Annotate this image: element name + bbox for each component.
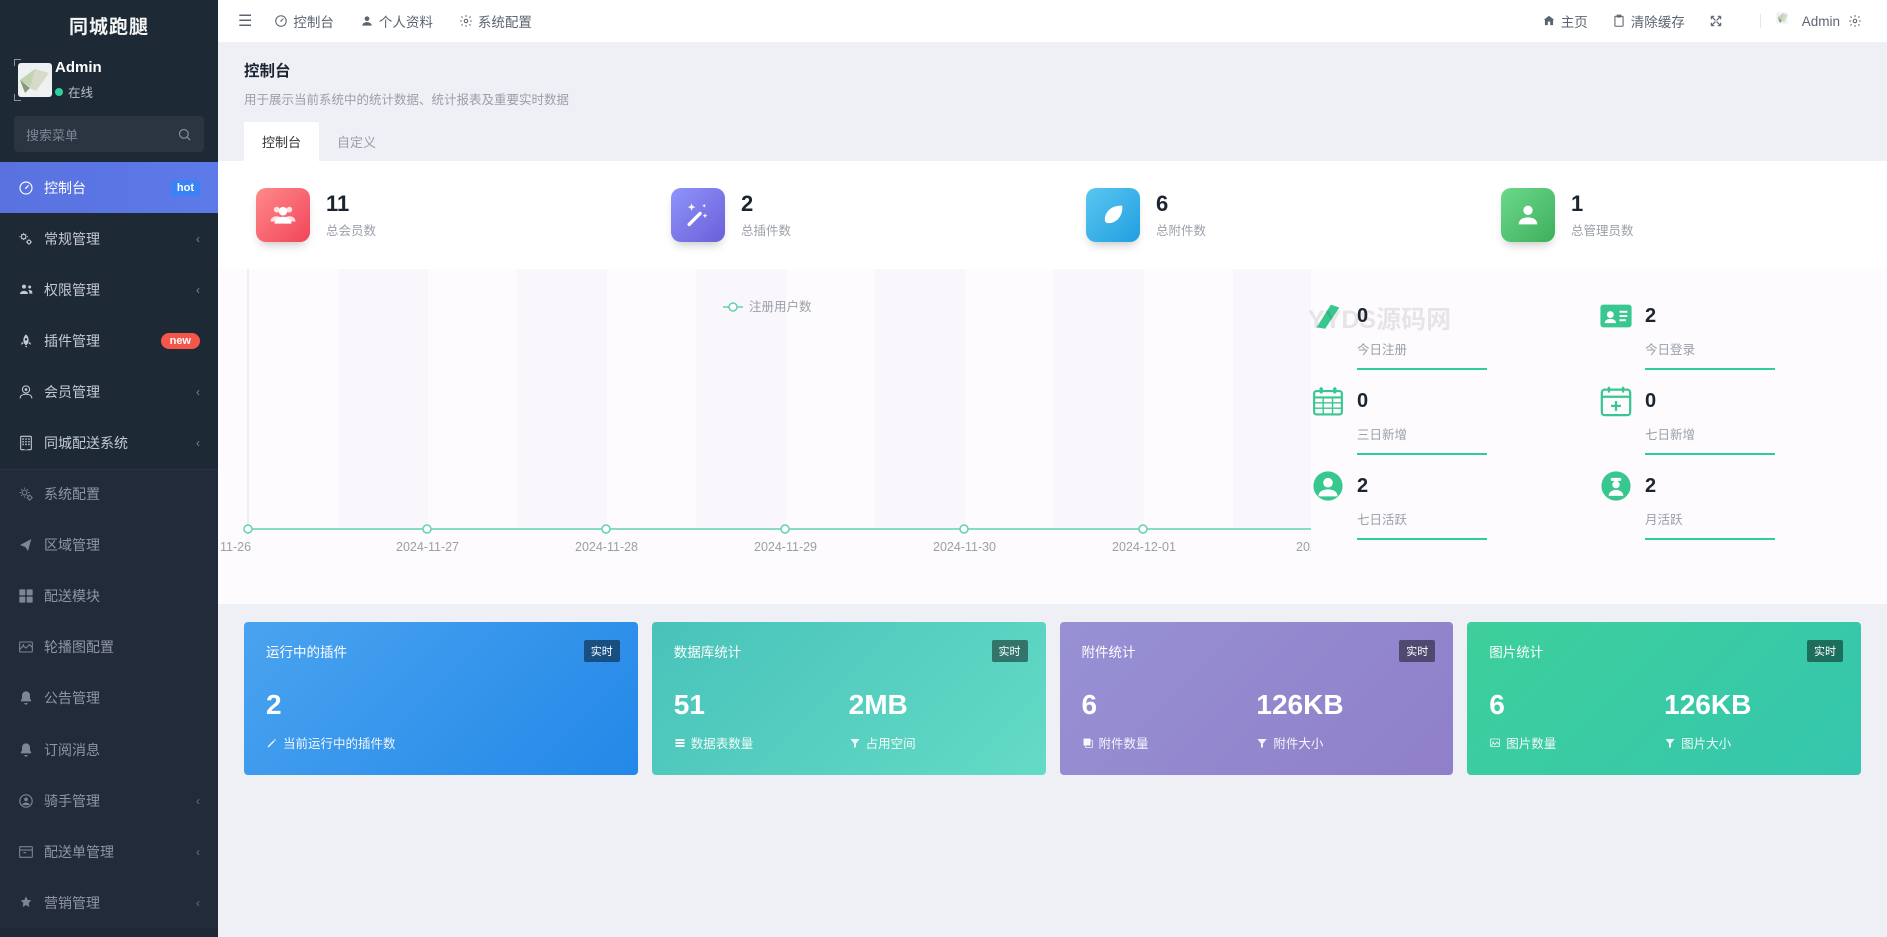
svg-text:2024-11-29: 2024-11-29 — [754, 540, 817, 554]
svg-text:11-26: 11-26 — [220, 540, 251, 554]
svg-text:2024-12-01: 2024-12-01 — [1112, 540, 1176, 554]
svg-text:2024-11-28: 2024-11-28 — [575, 540, 638, 554]
svg-text:2024-11-30: 2024-11-30 — [933, 540, 996, 554]
svg-text:2024-1: 2024-1 — [1296, 540, 1311, 554]
svg-text:2024-11-27: 2024-11-27 — [396, 540, 459, 554]
svg-text:注册用户数: 注册用户数 — [749, 299, 812, 314]
